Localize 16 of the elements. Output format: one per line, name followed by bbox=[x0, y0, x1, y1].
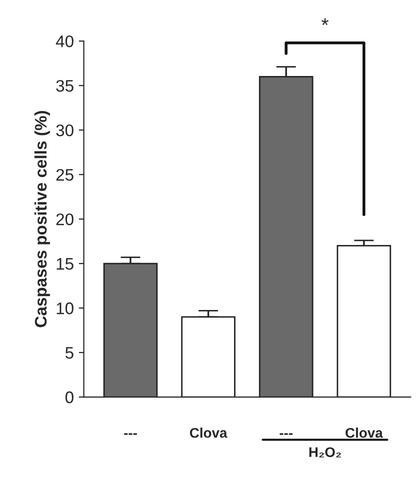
y-tick-label: 0 bbox=[65, 391, 74, 404]
y-tick-label: 5 bbox=[65, 347, 74, 359]
x-tick-label: --- bbox=[280, 433, 292, 435]
y-tick-label: 20 bbox=[56, 213, 74, 226]
y-tick-label: 25 bbox=[56, 168, 74, 181]
x-tick-label: --- bbox=[124, 433, 137, 435]
text: H₂O₂ bbox=[309, 447, 341, 458]
y-tick-label: 10 bbox=[56, 302, 74, 314]
y-axis-title: Caspases positive cells (%) bbox=[34, 111, 50, 328]
x-tick-label: Clova bbox=[190, 428, 228, 438]
y-tick-label: 30 bbox=[56, 124, 74, 136]
x-tick-label: Clova bbox=[346, 428, 383, 438]
y-tick-label: 15 bbox=[56, 258, 74, 270]
y-tick-label: 40 bbox=[56, 35, 74, 48]
text: * bbox=[322, 18, 329, 26]
y-tick-label: 35 bbox=[56, 80, 74, 92]
